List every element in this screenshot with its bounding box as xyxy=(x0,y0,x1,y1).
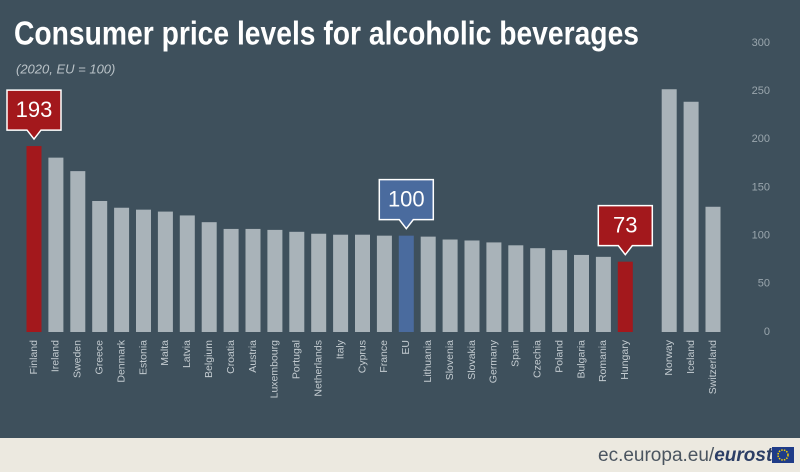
x-tick-label: Belgium xyxy=(203,340,215,378)
footer-brand: eurostat xyxy=(714,445,790,466)
bar xyxy=(311,233,327,332)
y-tick-label: 250 xyxy=(752,85,770,97)
bar xyxy=(201,222,217,332)
x-tick-label: Norway xyxy=(663,339,675,375)
bar xyxy=(267,229,283,332)
callout-box xyxy=(597,204,654,256)
x-tick-label: Romania xyxy=(597,340,609,382)
bar xyxy=(574,254,589,332)
x-tick-label: Denmark xyxy=(115,339,127,382)
x-tick-label: Slovenia xyxy=(444,340,456,380)
bar xyxy=(92,200,108,332)
bar xyxy=(136,209,151,332)
bar xyxy=(552,250,568,332)
bar xyxy=(289,231,305,332)
footer xyxy=(0,438,800,472)
bar xyxy=(617,261,633,332)
bar xyxy=(179,215,195,332)
callout-box xyxy=(378,178,435,230)
callout-label: 193 xyxy=(16,97,53,122)
x-tick-label: Sweden xyxy=(72,340,84,378)
chart-subtitle: (2020, EU = 100) xyxy=(16,61,115,76)
x-tick-label: Croatia xyxy=(225,340,237,374)
x-tick-label: Malta xyxy=(159,340,171,366)
bar xyxy=(486,242,502,332)
callout-box xyxy=(6,89,62,141)
y-tick-label: 150 xyxy=(752,181,770,193)
x-tick-label: EU xyxy=(400,340,412,355)
bar xyxy=(508,245,524,332)
bar xyxy=(26,146,42,332)
x-tick-label: Germany xyxy=(488,339,500,383)
x-tick-label: Latvia xyxy=(181,340,193,368)
chart-title: Consumer price levels for alcoholic beve… xyxy=(14,15,639,52)
bar xyxy=(595,256,611,332)
callout-label: 100 xyxy=(388,186,425,211)
bar xyxy=(442,239,458,332)
bar xyxy=(464,240,480,332)
bar xyxy=(157,211,173,332)
bar xyxy=(376,235,392,332)
x-tick-label: Greece xyxy=(93,340,105,375)
x-tick-label: Lithuania xyxy=(422,340,434,383)
bar xyxy=(70,171,86,332)
x-tick-label: Bulgaria xyxy=(575,340,587,379)
y-tick-label: 200 xyxy=(752,133,770,145)
bar xyxy=(48,157,64,332)
bar xyxy=(223,228,239,332)
x-tick-label: Italy xyxy=(334,339,346,359)
bar xyxy=(705,206,721,332)
callout-label: 73 xyxy=(613,212,637,237)
bar xyxy=(398,235,414,332)
x-tick-label: Estonia xyxy=(137,340,149,375)
bar xyxy=(114,207,130,332)
y-tick-label: 50 xyxy=(758,278,770,290)
x-tick-label: Switzerland xyxy=(707,340,719,394)
bar xyxy=(333,234,349,332)
x-tick-label: Netherlands xyxy=(312,340,324,397)
footer-site: ec.europa.eu/ xyxy=(598,445,715,466)
bar xyxy=(661,89,677,333)
x-tick-label: Ireland xyxy=(50,340,62,372)
bar xyxy=(245,228,261,332)
y-tick-label: 100 xyxy=(752,230,770,242)
footer-text: ec.europa.eu/eurostat xyxy=(598,445,790,466)
x-tick-label: Slovakia xyxy=(466,340,478,380)
x-tick-label: Finland xyxy=(28,340,40,375)
bar xyxy=(530,248,546,332)
x-tick-label: Spain xyxy=(510,340,522,367)
x-tick-label: Iceland xyxy=(685,340,697,374)
y-tick-label: 0 xyxy=(764,326,770,338)
bar xyxy=(355,234,370,332)
x-tick-label: Cyprus xyxy=(356,340,368,373)
x-tick-label: Austria xyxy=(247,340,259,373)
bar xyxy=(420,236,436,332)
eu-stars xyxy=(777,449,789,461)
x-tick-label: Poland xyxy=(553,340,565,373)
x-tick-label: Luxembourg xyxy=(269,340,281,399)
x-tick-label: France xyxy=(378,340,390,373)
bar xyxy=(683,101,699,332)
eu-flag xyxy=(772,447,794,463)
x-tick-label: Hungary xyxy=(619,339,631,379)
x-tick-label: Czechia xyxy=(531,340,543,378)
x-tick-label: Portugal xyxy=(291,340,303,379)
y-tick-label: 300 xyxy=(752,37,770,49)
